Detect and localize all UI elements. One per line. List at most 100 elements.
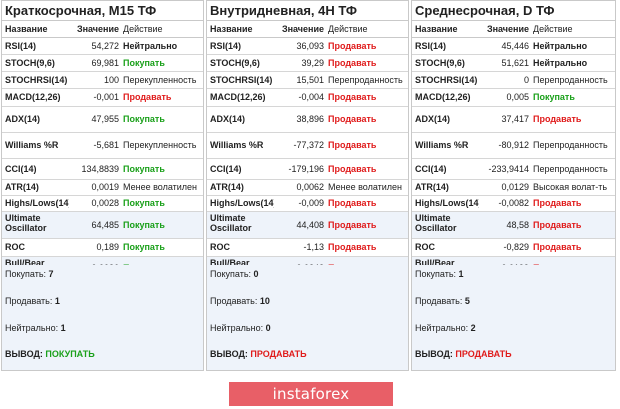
- indicator-value: 134,8839: [81, 164, 119, 174]
- table-row: RSI(14) 54,272 Нейтрально: [2, 38, 203, 55]
- panel-title: Краткосрочная, M15 ТФ: [2, 1, 203, 21]
- indicator-action: Перепроданность: [533, 140, 608, 150]
- indicator-value: 64,485: [91, 220, 119, 230]
- summary-buy-label: Покупать:: [5, 269, 47, 279]
- summary-verdict-label: ВЫВОД:: [415, 349, 453, 359]
- indicator-action: Покупать: [123, 114, 165, 124]
- indicator-action: Нейтрально: [533, 58, 588, 68]
- indicator-action: Покупать: [533, 92, 575, 102]
- indicator-action: Продавать: [328, 164, 377, 174]
- indicator-name: RSI(14): [5, 41, 37, 51]
- indicator-name: CCI(14): [415, 164, 447, 174]
- summary-neutral: Нейтрально: 0: [210, 323, 271, 333]
- indicator-action: Продавать: [533, 114, 582, 124]
- header-value: Значение: [486, 24, 529, 34]
- summary-neutral-label: Нейтрально:: [5, 323, 59, 333]
- panel-title: Среднесрочная, D ТФ: [412, 1, 615, 21]
- indicator-name: Williams %R: [415, 140, 469, 150]
- indicator-value: -0,004: [298, 92, 324, 102]
- table-header: Название Значение Действие: [207, 21, 408, 38]
- indicator-name: CCI(14): [5, 164, 37, 174]
- summary-buy-value: 0: [253, 269, 259, 279]
- indicator-value: 0,189: [96, 242, 119, 252]
- indicator-value: 0,0062: [296, 182, 324, 192]
- summary-sell: Продавать: 1: [5, 296, 60, 306]
- indicator-value: -179,196: [288, 164, 324, 174]
- indicator-action: Покупать: [123, 58, 165, 68]
- indicator-value: 47,955: [91, 114, 119, 124]
- summary-buy: Покупать: 0: [210, 269, 259, 279]
- indicator-value: 45,446: [501, 41, 529, 51]
- table-row: ATR(14) 0,0129 Высокая волат-ть: [412, 180, 615, 196]
- indicator-value: 54,272: [91, 41, 119, 51]
- table-row: CCI(14) -233,9414 Перепроданность: [412, 159, 615, 180]
- indicator-name: Ultimate Oscillator: [5, 213, 47, 233]
- indicator-name: Highs/Lows(14): [210, 198, 274, 208]
- indicator-action: Продавать: [533, 198, 582, 208]
- header-name: Название: [415, 24, 458, 34]
- summary-neutral: Нейтрально: 2: [415, 323, 476, 333]
- indicator-action: Перепроданность: [328, 75, 403, 85]
- indicator-action: Продавать: [328, 58, 377, 68]
- table-row: ROC -1,13 Продавать: [207, 239, 408, 257]
- indicator-value: 0,0028: [91, 198, 119, 208]
- indicator-action: Покупать: [123, 198, 165, 208]
- table-row: RSI(14) 36,093 Продавать: [207, 38, 408, 55]
- indicator-action: Покупать: [123, 164, 165, 174]
- indicator-name: STOCHRSI(14): [5, 75, 68, 85]
- indicator-name: STOCH(9,6): [210, 58, 260, 68]
- indicator-name: STOCHRSI(14): [210, 75, 273, 85]
- indicator-name: Highs/Lows(14): [415, 198, 479, 208]
- indicator-name: ATR(14): [210, 182, 244, 192]
- indicator-value: 0: [523, 75, 529, 85]
- indicator-action: Высокая волат-ть: [533, 182, 608, 192]
- indicator-value: -0,0082: [498, 198, 529, 208]
- indicator-value: -0,009: [298, 198, 324, 208]
- indicator-value: -0,001: [93, 92, 119, 102]
- summary-buy: Покупать: 1: [415, 269, 464, 279]
- table-row: ROC 0,189 Покупать: [2, 239, 203, 257]
- indicator-action: Продавать: [328, 220, 377, 230]
- summary-buy-value: 1: [458, 269, 464, 279]
- indicator-value: 100: [103, 75, 119, 85]
- indicator-action: Нейтрально: [533, 41, 588, 51]
- indicator-name: ROC: [210, 242, 230, 252]
- table-header: Название Значение Действие: [2, 21, 203, 38]
- indicator-action: Продавать: [123, 92, 172, 102]
- panel-short-term: Краткосрочная, M15 ТФ Название Значение Дей…: [1, 0, 204, 371]
- summary-sell-value: 10: [259, 296, 270, 306]
- panel-title: Внутридневная, 4H ТФ: [207, 1, 408, 21]
- summary-box: Покупать: 0 Продавать: 10 Нейтрально: 0 ВЫВ…: [207, 265, 408, 370]
- table-row: MACD(12,26) 0,005 Покупать: [412, 89, 615, 107]
- summary-neutral-value: 0: [265, 323, 271, 333]
- indicator-name: Ultimate Oscillator: [210, 213, 252, 233]
- indicator-name: Ultimate Oscillator: [415, 213, 457, 233]
- indicator-value: 36,093: [296, 41, 324, 51]
- indicator-name: Highs/Lows(14): [5, 198, 69, 208]
- table-row: ATR(14) 0,0062 Менее волатилен: [207, 180, 408, 196]
- indicator-action: Менее волатилен: [123, 182, 198, 192]
- header-action: Действие: [328, 24, 368, 34]
- summary-neutral-value: 1: [60, 323, 66, 333]
- summary-sell: Продавать: 5: [415, 296, 470, 306]
- summary-sell-label: Продавать:: [210, 296, 258, 306]
- indicator-name: ADX(14): [210, 114, 246, 124]
- summary-box: Покупать: 1 Продавать: 5 Нейтрально: 2 ВЫВО…: [412, 265, 615, 370]
- indicator-action: Продавать: [328, 92, 377, 102]
- indicator-action: Нейтрально: [123, 41, 178, 51]
- indicator-name: Williams %R: [210, 140, 264, 150]
- summary-sell-value: 5: [464, 296, 470, 306]
- panel-medium-term: Среднесрочная, D ТФ Название Значение Дейст…: [411, 0, 616, 371]
- indicator-action: Продавать: [328, 41, 377, 51]
- indicator-name: ATR(14): [5, 182, 39, 192]
- summary-sell: Продавать: 10: [210, 296, 270, 306]
- indicator-name: ATR(14): [415, 182, 449, 192]
- table-row: ADX(14) 37,417 Продавать: [412, 107, 615, 133]
- header-action: Действие: [533, 24, 573, 34]
- indicator-name: ROC: [415, 242, 435, 252]
- indicator-action: Покупать: [123, 242, 165, 252]
- indicator-name: ADX(14): [5, 114, 41, 124]
- instaforex-logo[interactable]: instaforex: [229, 382, 393, 406]
- summary-buy: Покупать: 7: [5, 269, 54, 279]
- header-action: Действие: [123, 24, 163, 34]
